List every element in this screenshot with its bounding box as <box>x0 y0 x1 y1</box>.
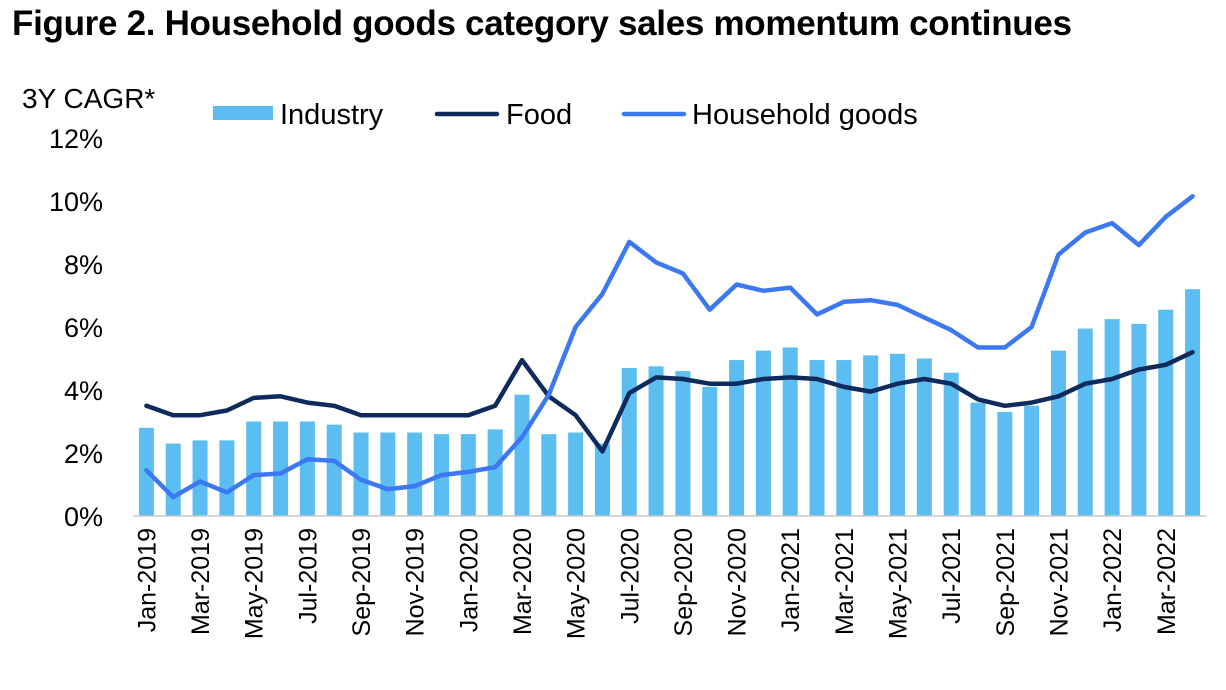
industry-bar <box>353 432 369 516</box>
industry-bar <box>836 360 852 516</box>
x-tick-label: Jul-2021 <box>938 528 966 624</box>
industry-bar <box>943 372 959 516</box>
industry-bar <box>729 360 745 516</box>
household-goods-line <box>144 194 1195 500</box>
legend-item: Industry <box>213 99 384 131</box>
industry-bar <box>755 350 771 516</box>
legend: Industry Food Household goods <box>213 99 918 131</box>
industry-bar <box>460 434 476 516</box>
x-axis-ticks: Jan-2019 Mar-2019 May-2019 Jul-2019 Sep-2019… <box>133 528 1180 639</box>
industry-bar <box>219 440 235 516</box>
industry-bar <box>326 424 342 516</box>
y-tick-label: 10% <box>49 187 103 217</box>
series-lines <box>144 194 1195 500</box>
industry-bar <box>407 432 423 516</box>
industry-bar <box>541 434 557 516</box>
y-tick-label: 8% <box>64 250 103 280</box>
industry-bar <box>514 394 530 516</box>
industry-bar <box>782 347 798 516</box>
x-tick-label: Sep-2021 <box>992 528 1020 636</box>
industry-bar <box>863 355 879 516</box>
industry-bar <box>675 371 691 516</box>
industry-bar <box>1131 323 1147 516</box>
industry-bar <box>997 412 1013 516</box>
industry-bar <box>273 421 289 516</box>
y-tick-label: 12% <box>49 124 103 154</box>
x-tick-label: Mar-2021 <box>831 528 859 635</box>
industry-bar <box>246 421 262 516</box>
industry-bar <box>165 443 181 516</box>
x-tick-label: Mar-2020 <box>509 528 537 635</box>
y-tick-label: 2% <box>64 439 103 469</box>
y-tick-label: 0% <box>64 502 103 532</box>
industry-bar <box>594 443 610 516</box>
x-tick-label: Jan-2021 <box>777 528 805 632</box>
y-axis-label: 3Y CAGR* <box>22 83 155 114</box>
industry-bar <box>809 360 825 516</box>
x-tick-label: Jan-2020 <box>455 528 483 632</box>
industry-bar <box>487 429 503 516</box>
industry-bar <box>568 432 584 516</box>
x-tick-label: Mar-2019 <box>187 528 215 635</box>
chart-title: Figure 2. Household goods category sales… <box>12 4 1072 43</box>
legend-swatch <box>213 106 273 120</box>
x-tick-label: Mar-2022 <box>1153 528 1181 635</box>
x-tick-label: May-2020 <box>563 528 591 639</box>
industry-bar <box>970 402 986 516</box>
industry-bar <box>1050 350 1066 516</box>
industry-bar <box>1185 289 1201 516</box>
x-tick-label: Sep-2020 <box>670 528 698 636</box>
x-tick-label: May-2021 <box>885 528 913 639</box>
x-tick-label: Nov-2020 <box>724 528 752 636</box>
industry-bar <box>1024 405 1040 516</box>
x-tick-label: Jul-2019 <box>294 528 322 624</box>
industry-bar <box>916 358 932 516</box>
x-tick-label: Jan-2022 <box>1099 528 1127 632</box>
legend-label: Food <box>506 99 572 131</box>
x-tick-label: Nov-2021 <box>1045 528 1073 636</box>
industry-bar <box>1077 328 1093 516</box>
legend-item: Food <box>434 99 572 131</box>
industry-bar <box>1158 309 1174 516</box>
x-tick-label: Sep-2019 <box>348 528 376 636</box>
industry-bar <box>192 440 208 516</box>
y-axis-ticks: 0% 2% 4% 6% 8% 10% 12% <box>49 124 103 532</box>
x-tick-label: Jul-2020 <box>616 528 644 624</box>
industry-bar <box>1104 319 1120 516</box>
x-tick-label: Nov-2019 <box>402 528 430 636</box>
y-tick-label: 4% <box>64 376 103 406</box>
legend-item: Household goods <box>621 99 918 131</box>
industry-bar <box>380 432 396 516</box>
industry-bar <box>299 421 315 516</box>
industry-bar <box>648 366 664 516</box>
legend-label: Household goods <box>692 99 918 131</box>
industry-bar <box>890 353 906 516</box>
food-line <box>144 349 1195 454</box>
legend-label: Industry <box>280 99 384 131</box>
industry-bar <box>702 386 718 516</box>
x-tick-label: May-2019 <box>241 528 269 639</box>
x-tick-label: Jan-2019 <box>133 528 161 632</box>
y-tick-label: 6% <box>64 313 103 343</box>
